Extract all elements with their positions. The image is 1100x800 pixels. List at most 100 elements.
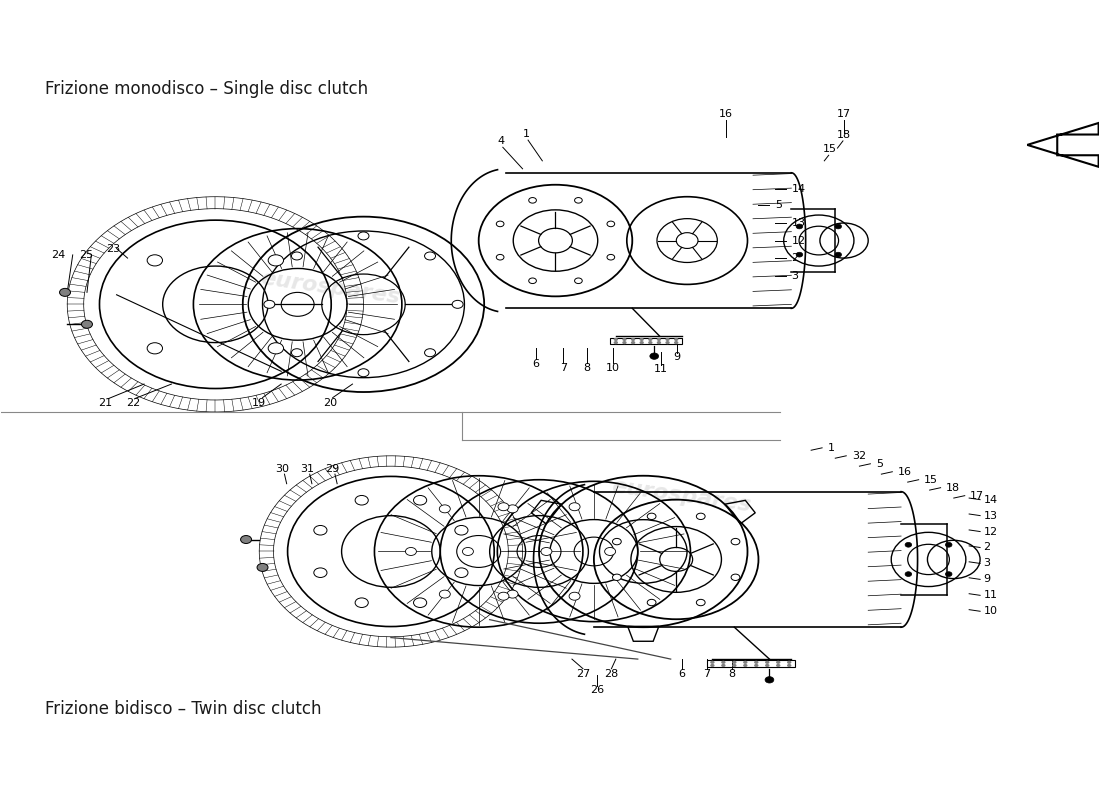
Circle shape <box>674 338 679 341</box>
Circle shape <box>648 341 652 344</box>
Text: 13: 13 <box>791 218 805 228</box>
Text: 19: 19 <box>252 398 266 408</box>
Circle shape <box>945 542 952 547</box>
Circle shape <box>569 592 580 600</box>
Circle shape <box>613 574 621 581</box>
Text: 14: 14 <box>791 184 805 194</box>
Circle shape <box>766 677 773 683</box>
Circle shape <box>650 353 659 359</box>
Circle shape <box>314 526 327 535</box>
Text: 2: 2 <box>791 253 799 263</box>
Text: 10: 10 <box>983 606 998 616</box>
Circle shape <box>639 341 643 344</box>
Circle shape <box>766 664 769 667</box>
Circle shape <box>314 568 327 578</box>
Text: 12: 12 <box>983 526 998 537</box>
Text: 30: 30 <box>275 464 289 474</box>
Circle shape <box>529 278 537 283</box>
Circle shape <box>358 232 368 240</box>
Text: 11: 11 <box>653 364 668 374</box>
Circle shape <box>574 278 582 283</box>
Circle shape <box>733 664 737 667</box>
Text: 28: 28 <box>604 670 618 679</box>
Circle shape <box>766 661 769 664</box>
Circle shape <box>657 341 661 344</box>
Text: 22: 22 <box>125 398 140 409</box>
Text: 9: 9 <box>983 574 990 584</box>
Text: 8: 8 <box>584 362 591 373</box>
Circle shape <box>241 535 252 543</box>
Circle shape <box>268 254 284 266</box>
Text: 26: 26 <box>590 686 604 695</box>
Circle shape <box>732 538 740 545</box>
Circle shape <box>607 221 615 226</box>
Circle shape <box>496 254 504 260</box>
Circle shape <box>639 338 643 341</box>
Circle shape <box>647 599 656 606</box>
Text: 2: 2 <box>983 542 990 553</box>
Text: 15: 15 <box>823 145 837 154</box>
Text: 25: 25 <box>79 250 92 260</box>
Text: 18: 18 <box>946 482 960 493</box>
Circle shape <box>776 661 780 664</box>
Circle shape <box>454 526 467 535</box>
Circle shape <box>605 547 616 555</box>
Circle shape <box>439 505 450 513</box>
Circle shape <box>776 664 780 667</box>
Text: 7: 7 <box>703 670 711 679</box>
Circle shape <box>614 341 618 344</box>
Circle shape <box>733 661 737 664</box>
Circle shape <box>744 661 748 664</box>
Circle shape <box>268 342 284 354</box>
Text: eurospares: eurospares <box>610 476 752 515</box>
Text: 16: 16 <box>898 466 912 477</box>
Circle shape <box>81 320 92 328</box>
Circle shape <box>406 547 417 555</box>
Text: Frizione monodisco – Single disc clutch: Frizione monodisco – Single disc clutch <box>45 80 369 98</box>
Text: eurospares: eurospares <box>260 269 402 308</box>
Text: 3: 3 <box>791 271 799 282</box>
Text: 5: 5 <box>876 458 883 469</box>
Circle shape <box>755 664 759 667</box>
Circle shape <box>905 572 912 577</box>
Text: 16: 16 <box>718 110 733 119</box>
Circle shape <box>355 495 368 505</box>
Circle shape <box>711 664 715 667</box>
Circle shape <box>59 288 70 296</box>
Text: Frizione bidisco – Twin disc clutch: Frizione bidisco – Twin disc clutch <box>45 700 322 718</box>
Circle shape <box>569 502 580 510</box>
Circle shape <box>796 224 803 229</box>
Text: 17: 17 <box>970 490 985 501</box>
Circle shape <box>607 254 615 260</box>
Text: 17: 17 <box>837 110 851 119</box>
Circle shape <box>147 342 163 354</box>
Circle shape <box>786 664 791 667</box>
Text: 15: 15 <box>924 474 938 485</box>
Text: 10: 10 <box>605 362 619 373</box>
Text: 13: 13 <box>983 510 998 521</box>
Circle shape <box>498 502 509 510</box>
Text: 24: 24 <box>52 250 66 260</box>
Text: 21: 21 <box>99 398 112 409</box>
Circle shape <box>696 599 705 606</box>
Circle shape <box>425 252 436 260</box>
Circle shape <box>623 341 627 344</box>
Text: 9: 9 <box>673 352 681 362</box>
Text: 6: 6 <box>532 358 539 369</box>
Circle shape <box>574 198 582 203</box>
Circle shape <box>613 538 621 545</box>
Text: 8: 8 <box>728 670 736 679</box>
Circle shape <box>722 661 726 664</box>
Circle shape <box>452 300 463 308</box>
Text: 1: 1 <box>522 130 529 139</box>
Circle shape <box>414 495 427 505</box>
Circle shape <box>292 252 302 260</box>
Text: 23: 23 <box>107 243 120 254</box>
Circle shape <box>732 574 740 581</box>
Text: 5: 5 <box>774 200 782 210</box>
Circle shape <box>292 349 302 357</box>
Text: 29: 29 <box>326 464 340 474</box>
Circle shape <box>257 563 268 571</box>
Text: 4: 4 <box>497 137 504 146</box>
Text: 1: 1 <box>827 443 835 453</box>
